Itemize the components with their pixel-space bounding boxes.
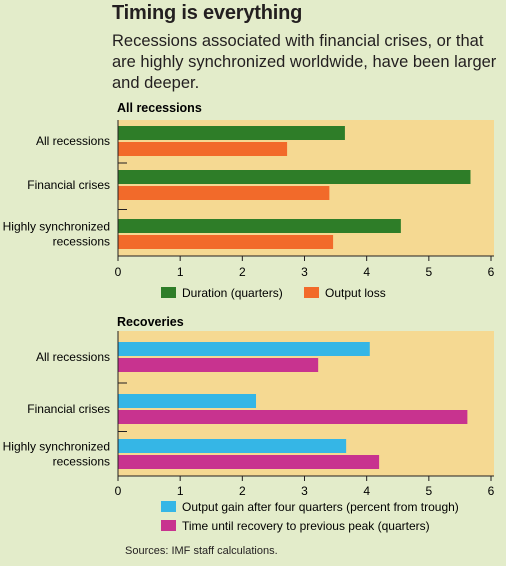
category-label: Highly synchronized <box>3 440 110 454</box>
x-tick-label: 6 <box>488 265 495 279</box>
category-label: Financial crises <box>27 178 110 192</box>
category-label: Financial crises <box>27 402 110 416</box>
legend-label: Time until recovery to previous peak (qu… <box>182 519 430 533</box>
legend-label: Output gain after four quarters (percent… <box>182 500 459 514</box>
bar-series1 <box>118 394 257 408</box>
category-label: All recessions <box>36 134 110 148</box>
x-tick-label: 2 <box>239 484 246 498</box>
bar-series2 <box>118 410 468 424</box>
bar-series1 <box>118 219 401 233</box>
legend-swatch <box>161 520 176 531</box>
bar-series2 <box>118 235 334 249</box>
bar-series1 <box>118 342 370 356</box>
chart-title: Timing is everything <box>112 2 303 24</box>
x-tick-label: 3 <box>301 484 308 498</box>
bar-series2 <box>118 358 319 372</box>
x-tick-label: 3 <box>301 265 308 279</box>
bar-series2 <box>118 455 380 469</box>
category-label: Highly synchronized <box>3 220 110 234</box>
x-tick-label: 4 <box>363 265 370 279</box>
bar-series1 <box>118 126 345 140</box>
x-tick-label: 0 <box>115 265 122 279</box>
bar-series1 <box>118 170 471 184</box>
x-tick-label: 6 <box>488 484 495 498</box>
legend-label: Duration (quarters) <box>182 286 283 300</box>
panel-title: Recoveries <box>117 315 184 329</box>
legend-swatch <box>304 287 319 298</box>
legend-swatch <box>161 501 176 512</box>
x-tick-label: 4 <box>363 484 370 498</box>
category-label: All recessions <box>36 350 110 364</box>
x-tick-label: 1 <box>177 484 184 498</box>
source-note: Sources: IMF staff calculations. <box>125 545 278 557</box>
bar-series2 <box>118 186 330 200</box>
x-tick-label: 0 <box>115 484 122 498</box>
legend-label: Output loss <box>325 286 386 300</box>
panel-title: All recessions <box>117 101 202 115</box>
x-tick-label: 5 <box>425 484 432 498</box>
bar-series1 <box>118 439 347 453</box>
x-tick-label: 2 <box>239 265 246 279</box>
category-label: recessions <box>53 455 110 469</box>
x-tick-label: 1 <box>177 265 184 279</box>
bar-series2 <box>118 142 288 156</box>
chart-subtitle: Recessions associated with financial cri… <box>112 32 497 92</box>
category-label: recessions <box>53 235 110 249</box>
legend-swatch <box>161 287 176 298</box>
x-tick-label: 5 <box>425 265 432 279</box>
